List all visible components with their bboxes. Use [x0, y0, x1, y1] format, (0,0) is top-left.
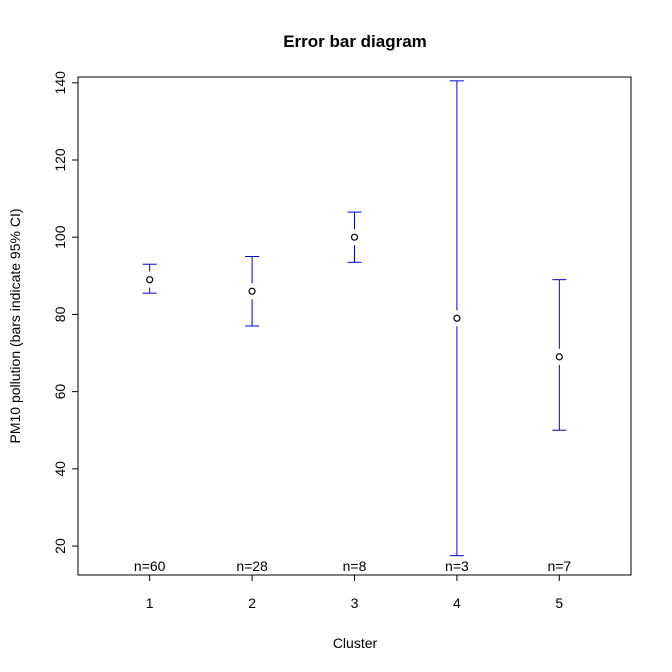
y-axis: 20 40 60 80 100 120 140	[52, 71, 78, 554]
y-tick-label: 60	[52, 384, 68, 400]
y-axis-label: PM10 pollution (bars indicate 95% CI)	[7, 208, 23, 443]
y-tick-label: 80	[52, 306, 68, 322]
n-label: n=60	[134, 558, 166, 574]
n-labels: n=60 n=28 n=8 n=3 n=7	[134, 558, 571, 574]
n-label: n=8	[343, 558, 367, 574]
errorbars	[142, 80, 567, 557]
mean-point	[555, 353, 563, 361]
n-label: n=3	[445, 558, 469, 574]
x-axis-label: Cluster	[333, 635, 378, 651]
x-tick-label: 4	[453, 595, 461, 611]
y-tick-label: 100	[52, 225, 68, 249]
mean-point	[248, 287, 256, 295]
errorbar-cluster-5	[552, 279, 567, 431]
x-tick-label: 3	[351, 595, 359, 611]
y-tick-label: 40	[52, 461, 68, 477]
y-tick-label: 140	[52, 71, 68, 95]
n-label: n=28	[236, 558, 268, 574]
chart-title: Error bar diagram	[283, 32, 427, 51]
y-tick-label: 20	[52, 538, 68, 554]
n-label: n=7	[547, 558, 571, 574]
mean-point	[350, 233, 359, 241]
errorbar-cluster-2	[245, 256, 260, 327]
x-axis: 1 2 3 4 5	[146, 575, 563, 611]
errorbar-cluster-4	[449, 80, 464, 557]
errorbar-cluster-1	[142, 263, 157, 294]
x-tick-label: 2	[248, 595, 256, 611]
x-tick-label: 1	[146, 595, 154, 611]
y-tick-label: 120	[52, 148, 68, 172]
x-tick-label: 5	[555, 595, 563, 611]
errorbar-cluster-3	[347, 211, 362, 263]
plot-frame	[77, 76, 632, 576]
mean-point	[453, 314, 461, 322]
mean-point	[146, 276, 154, 284]
